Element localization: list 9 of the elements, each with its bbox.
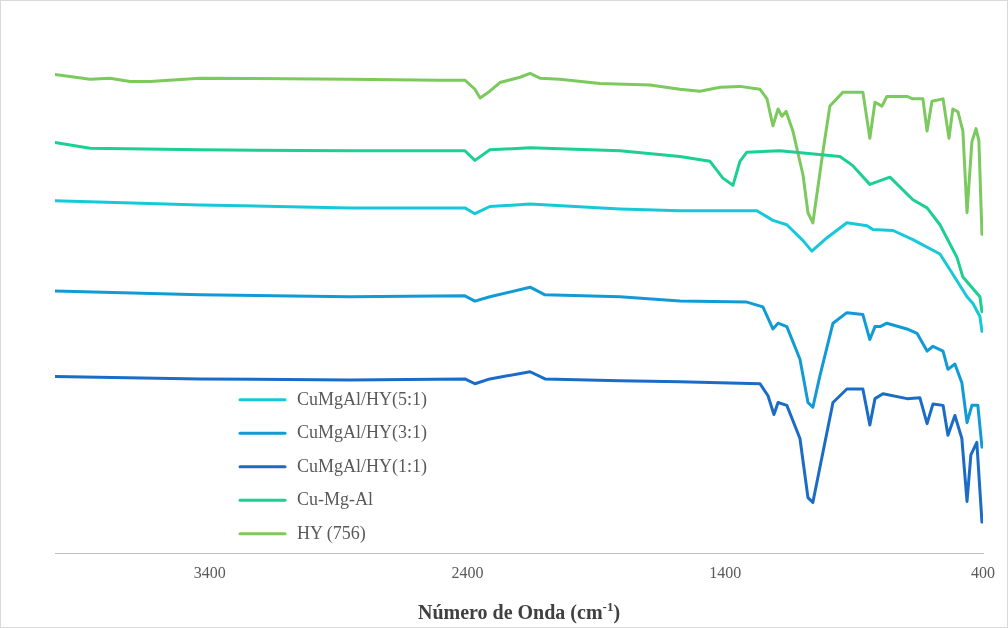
legend-label: CuMgAl/HY(3:1) [297,422,427,444]
x-tick-label: 1400 [709,563,742,581]
x-tick-label: 2400 [451,563,484,581]
legend-label: HY (756) [297,522,366,544]
legend-label: Cu-Mg-Al [297,489,373,510]
legend-label: CuMgAl/HY(1:1) [297,455,427,477]
legend-label: CuMgAl/HY(5:1) [297,388,427,410]
x-tick-label: 3400 [193,563,226,581]
x-tick-label: 400 [971,563,995,581]
